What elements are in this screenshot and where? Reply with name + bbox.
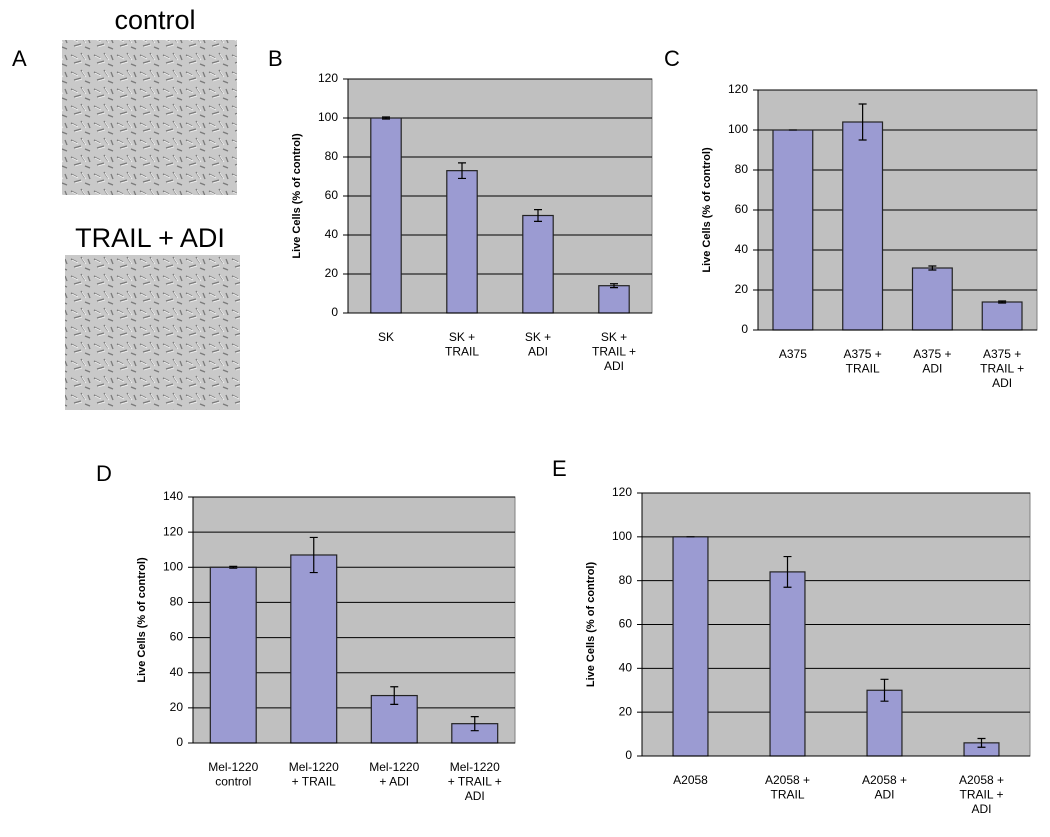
y-tick-label: 80 (325, 149, 339, 163)
bar (772, 129, 814, 331)
y-tick-label: 60 (619, 617, 633, 631)
error-bar (610, 283, 618, 289)
bar (209, 566, 257, 744)
error-bar (880, 678, 889, 702)
micrograph (65, 255, 240, 410)
bar (769, 571, 806, 757)
x-tick-label: A375 + ADI (913, 347, 951, 375)
y-tick-label: 100 (612, 529, 632, 543)
error-bar (458, 162, 466, 180)
panel-label: A (12, 46, 27, 71)
bar (370, 117, 402, 314)
y-axis-label: Live Cells (% of control) (291, 133, 303, 259)
y-tick-label: 0 (331, 305, 338, 319)
y-tick-label: 40 (619, 661, 633, 675)
y-tick-label: 120 (318, 71, 338, 85)
panel-label: D (96, 461, 112, 486)
x-tick-label: Mel-1220 + ADI (369, 760, 419, 788)
y-tick-label: 120 (728, 82, 748, 96)
bar (842, 121, 884, 331)
y-tick-label: 80 (735, 162, 749, 176)
image-caption: TRAIL + ADI (75, 223, 225, 253)
error-bar (229, 565, 238, 569)
x-tick-label: A375 (779, 347, 807, 361)
y-axis-label: Live Cells (% of control) (136, 557, 148, 683)
y-tick-label: 40 (325, 227, 339, 241)
error-bar (309, 536, 318, 574)
panel-label: B (268, 46, 283, 71)
bar (911, 267, 953, 331)
bar (522, 214, 554, 314)
y-tick-label: 120 (612, 485, 632, 499)
error-bar (977, 737, 986, 748)
y-tick-label: 140 (163, 489, 183, 503)
x-tick-label: A2058 + TRAIL (765, 773, 810, 801)
y-tick-label: 40 (170, 665, 184, 679)
bar (672, 536, 709, 757)
y-tick-label: 100 (163, 559, 183, 573)
x-tick-label: A2058 + TRAIL + ADI (959, 773, 1004, 816)
x-tick-label: SK + TRAIL + ADI (592, 330, 636, 373)
x-tick-label: SK + ADI (525, 330, 551, 358)
error-bar (858, 103, 867, 141)
error-bar (998, 300, 1007, 304)
image-caption: control (114, 5, 195, 35)
y-tick-label: 60 (170, 630, 184, 644)
y-tick-label: 0 (625, 748, 632, 762)
y-tick-label: 0 (741, 322, 748, 336)
y-tick-label: 60 (735, 202, 749, 216)
panel-label: E (552, 456, 567, 481)
bar (446, 170, 478, 314)
error-bar (928, 265, 937, 271)
x-tick-label: Mel-1220 control (208, 760, 258, 788)
y-tick-label: 20 (170, 700, 184, 714)
x-tick-label: A375 + TRAIL + ADI (980, 347, 1024, 390)
y-tick-label: 60 (325, 188, 339, 202)
y-axis-label: Live Cells (% of control) (585, 562, 597, 688)
y-tick-label: 20 (735, 282, 749, 296)
y-axis-label: Live Cells (% of control) (701, 147, 713, 273)
y-tick-label: 80 (170, 595, 184, 609)
x-tick-label: A375 + TRAIL (843, 347, 881, 375)
y-tick-label: 40 (735, 242, 749, 256)
micrograph (62, 40, 237, 195)
y-tick-label: 0 (176, 735, 183, 749)
y-tick-label: 20 (325, 266, 339, 280)
bar (290, 554, 338, 744)
error-bar (783, 555, 792, 588)
x-tick-label: Mel-1220 + TRAIL (289, 760, 339, 788)
x-tick-label: A2058 (673, 773, 708, 787)
error-bar (470, 716, 479, 732)
x-tick-label: Mel-1220 + TRAIL + ADI (448, 760, 502, 803)
y-tick-label: 80 (619, 573, 633, 587)
y-tick-label: 100 (318, 110, 338, 124)
y-tick-label: 120 (163, 524, 183, 538)
y-tick-label: 100 (728, 122, 748, 136)
bar (981, 301, 1023, 331)
error-bar (534, 209, 542, 222)
y-tick-label: 20 (619, 704, 633, 718)
x-tick-label: SK (378, 330, 394, 344)
panel-label: C (664, 46, 680, 71)
bar (598, 285, 630, 314)
error-bar (382, 116, 390, 120)
x-tick-label: SK + TRAIL (445, 330, 479, 358)
error-bar (390, 686, 399, 705)
x-tick-label: A2058 + ADI (862, 773, 907, 801)
